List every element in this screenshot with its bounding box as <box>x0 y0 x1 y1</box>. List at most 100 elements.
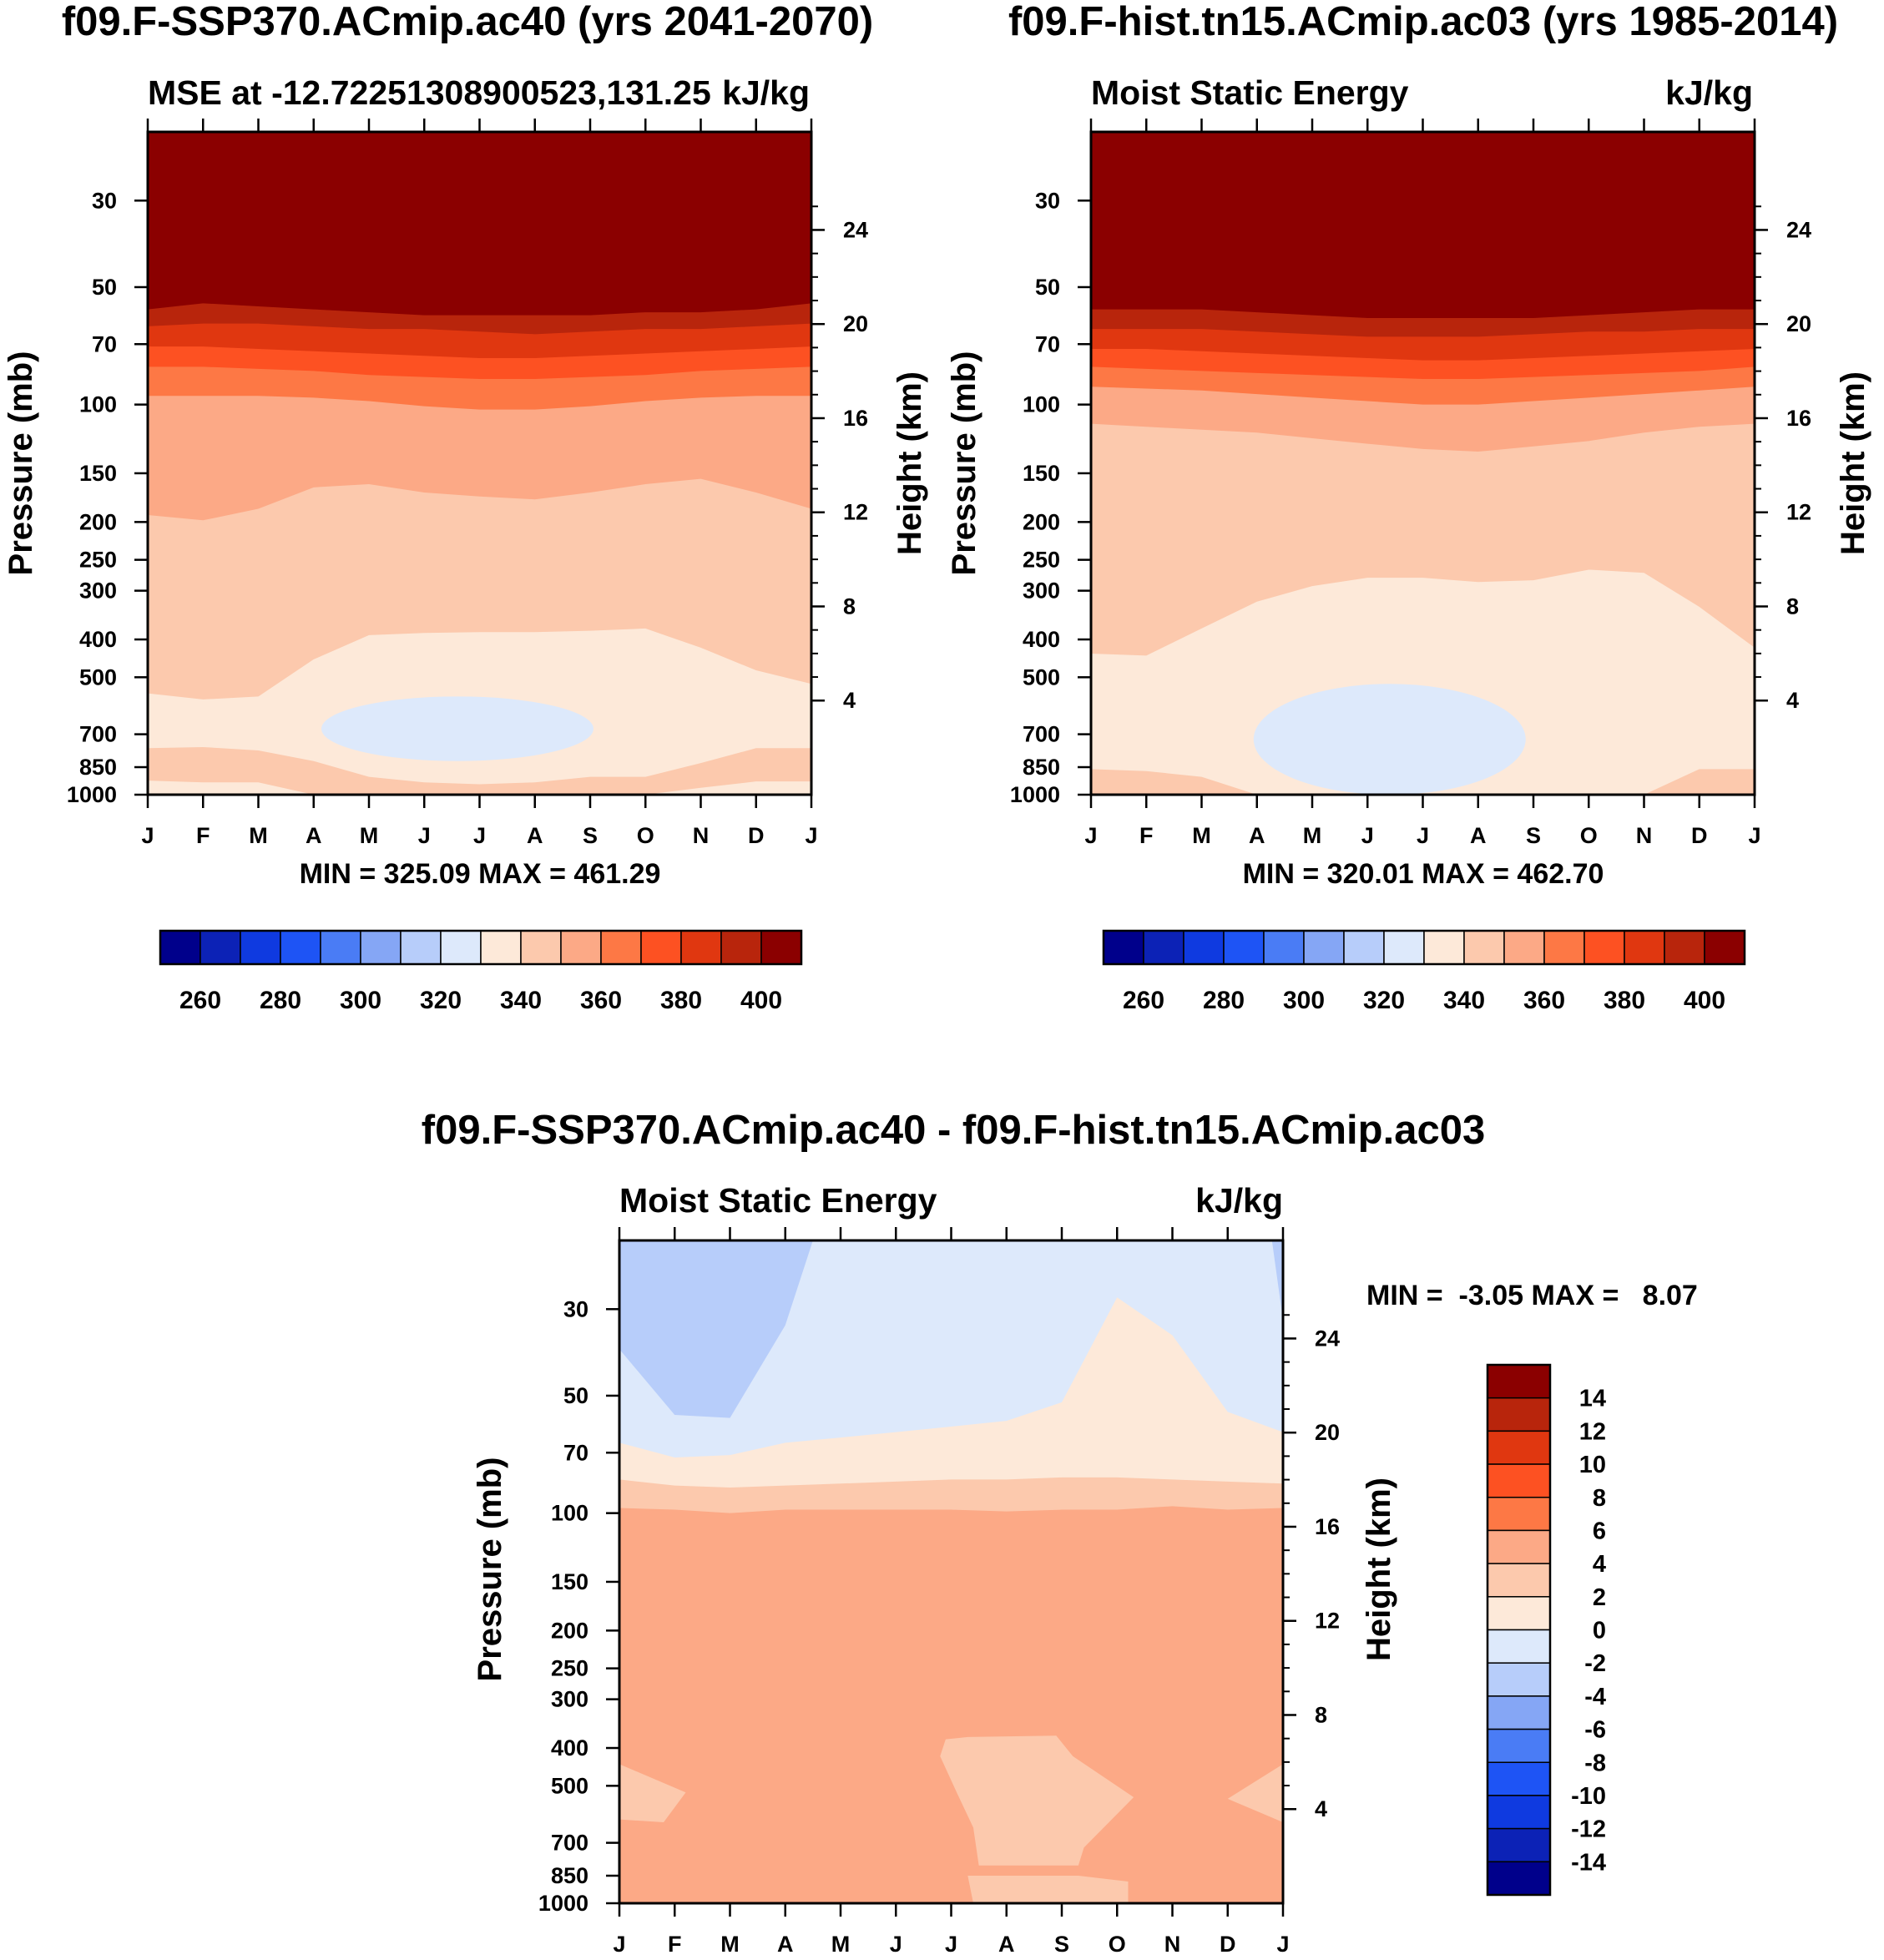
colorbar-box <box>1263 930 1305 965</box>
x-tick-label: M <box>1192 823 1211 848</box>
colorbar-box <box>240 930 281 965</box>
plot-right-title: kJ/kg <box>1195 1181 1283 1220</box>
height-tick-label: 8 <box>1786 594 1799 619</box>
colorbar-label: 340 <box>1443 987 1485 1014</box>
colorbar-box <box>1487 1695 1551 1730</box>
min-max-stat: MIN = 325.09 MAX = 461.29 <box>300 858 661 890</box>
pressure-tick-label: 200 <box>551 1618 588 1643</box>
pressure-tick-label: 150 <box>79 461 117 486</box>
colorbar-box <box>1487 1728 1551 1763</box>
pressure-tick-label: 400 <box>1023 627 1060 652</box>
panel-suptitle: f09.F-SSP370.ACmip.ac40 (yrs 2041-2070) <box>62 0 873 44</box>
contour-region <box>967 1876 1129 1903</box>
colorbar-box <box>1143 930 1184 965</box>
colorbar-box <box>280 930 321 965</box>
colorbar-box <box>1487 1761 1551 1796</box>
colorbar-box <box>1487 1861 1551 1896</box>
colorbar-label: -4 <box>1584 1684 1606 1710</box>
x-tick-label: J <box>473 823 486 848</box>
panel-suptitle: f09.F-hist.tn15.ACmip.ac03 (yrs 1985-201… <box>1008 0 1838 44</box>
colorbar-box <box>1704 930 1745 965</box>
pressure-tick-label: 1000 <box>538 1891 588 1916</box>
x-tick-label: S <box>1526 823 1541 848</box>
x-tick-label: O <box>1109 1932 1126 1957</box>
colorbar-box <box>1487 1596 1551 1631</box>
colorbar-box <box>440 930 482 965</box>
colorbar-box <box>1624 930 1665 965</box>
colorbar-box <box>1487 1430 1551 1465</box>
pressure-tick-label: 500 <box>79 664 117 690</box>
pressure-tick-label: 700 <box>79 722 117 747</box>
pressure-tick-label: 30 <box>1035 188 1060 213</box>
colorbar-label: 8 <box>1593 1485 1606 1512</box>
y2-axis-label: Height (km) <box>1361 1478 1397 1661</box>
colorbar-box <box>1383 930 1425 965</box>
colorbar-label: 2 <box>1593 1584 1606 1611</box>
pressure-tick-label: 500 <box>551 1773 588 1798</box>
pressure-tick-label: 70 <box>1035 331 1060 356</box>
colorbar-frame <box>159 929 803 966</box>
colorbar-box <box>1583 930 1625 965</box>
colorbar-label: -6 <box>1584 1717 1606 1744</box>
colorbar-box <box>640 930 682 965</box>
colorbar-label: 12 <box>1579 1418 1606 1445</box>
colorbar-label: 400 <box>1684 987 1725 1014</box>
min-max-stat: MIN = 320.01 MAX = 462.70 <box>1243 858 1604 890</box>
colorbar-box <box>1223 930 1265 965</box>
height-tick-label: 8 <box>1315 1702 1327 1727</box>
x-tick-label: M <box>1303 823 1322 848</box>
x-tick-label: J <box>418 823 431 848</box>
x-tick-label: J <box>1361 823 1374 848</box>
contour-fill <box>148 132 811 795</box>
x-tick-label: A <box>306 823 322 848</box>
contour-region <box>619 1240 813 1418</box>
height-tick-label: 24 <box>1786 217 1811 242</box>
height-tick-label: 12 <box>1315 1609 1340 1634</box>
pressure-tick-label: 250 <box>1023 548 1060 573</box>
height-tick-label: 4 <box>843 688 856 713</box>
colorbar-frame <box>1102 929 1746 966</box>
colorbar-label: 380 <box>1604 987 1645 1014</box>
colorbar-box <box>1487 1364 1551 1399</box>
colorbar-label: -8 <box>1584 1750 1606 1776</box>
x-tick-label: A <box>1470 823 1487 848</box>
x-tick-label: F <box>196 823 210 848</box>
colorbar-label: 340 <box>500 987 542 1014</box>
colorbar-label: 4 <box>1593 1551 1606 1578</box>
x-tick-label: A <box>1249 823 1265 848</box>
plot-right-title: kJ/kg <box>1665 73 1753 112</box>
x-tick-label: D <box>1691 823 1708 848</box>
colorbar-box <box>1487 1397 1551 1432</box>
colorbar-label: -14 <box>1571 1849 1606 1876</box>
colorbar-label: -12 <box>1571 1816 1606 1843</box>
pressure-tick-label: 1000 <box>67 782 117 807</box>
x-tick-label: O <box>637 823 654 848</box>
contour-low-region <box>321 696 593 761</box>
colorbar-box <box>560 930 602 965</box>
contour-band <box>1091 769 1755 795</box>
colorbar-box <box>1543 930 1585 965</box>
contour-region <box>619 1764 686 1822</box>
x-tick-label: J <box>1084 823 1097 848</box>
pressure-tick-label: 250 <box>79 548 117 573</box>
y2-axis-label: Height (km) <box>1835 371 1871 555</box>
x-tick-label: N <box>693 823 710 848</box>
plot-left-title: Moist Static Energy <box>1091 73 1409 112</box>
plot-left-title: MSE at -12.72251308900523,131.25 <box>148 73 711 112</box>
colorbar-label: -2 <box>1584 1650 1606 1677</box>
colorbar-box <box>1503 930 1545 965</box>
height-tick-label: 16 <box>1315 1514 1340 1539</box>
pressure-tick-label: 50 <box>563 1383 588 1408</box>
colorbar-box <box>480 930 522 965</box>
min-max-stat: MIN = -3.05 MAX = 8.07 <box>1366 1280 1698 1311</box>
colorbar-box <box>1463 930 1505 965</box>
height-tick-label: 12 <box>843 500 868 525</box>
pressure-tick-label: 700 <box>551 1831 588 1856</box>
contour-plot: J F M A M J J A S O N D J 30 50 70 100 150 200 250 300 400 500… <box>67 119 868 848</box>
colorbar-box <box>600 930 642 965</box>
height-tick-label: 24 <box>1315 1326 1340 1351</box>
contour-plot: J F M A M J J A S O N D J 30 50 70 100 150 200 250 300 400 500… <box>1010 119 1811 848</box>
pressure-tick-label: 400 <box>551 1735 588 1760</box>
pressure-tick-label: 300 <box>1023 578 1060 604</box>
